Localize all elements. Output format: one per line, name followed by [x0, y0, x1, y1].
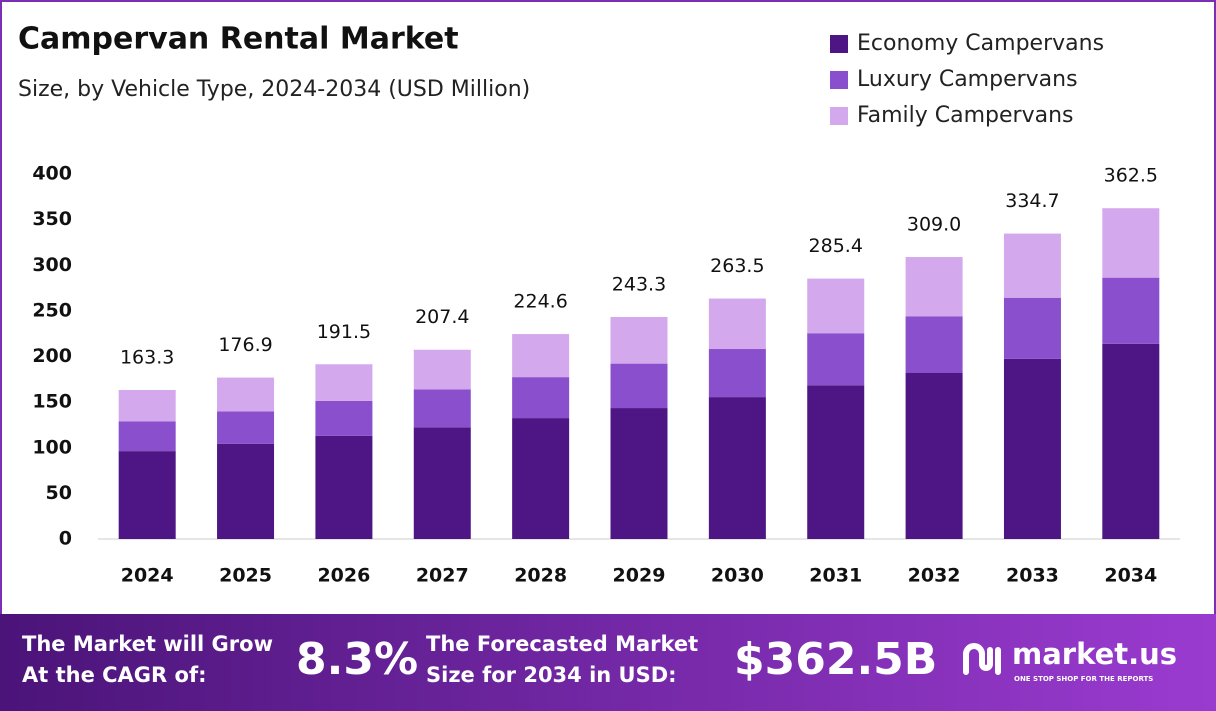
- x-tick-label: 2034: [1104, 565, 1157, 587]
- total-label: 224.6: [513, 291, 567, 313]
- total-label: 207.4: [415, 306, 469, 328]
- y-tick-label: 250: [32, 299, 72, 321]
- bar-segment: [413, 427, 471, 539]
- bar-segment: [905, 372, 963, 539]
- y-tick-label: 150: [32, 391, 72, 413]
- total-label: 285.4: [809, 235, 863, 257]
- bar-segment: [118, 451, 176, 539]
- bar-segment: [512, 334, 570, 378]
- y-tick-label: 400: [32, 163, 72, 185]
- bar-segment: [807, 333, 865, 386]
- cagr-text: At the CAGR of:: [22, 663, 207, 687]
- bar-segment: [413, 349, 471, 390]
- y-tick-label: 200: [32, 345, 72, 367]
- bar-segment: [512, 418, 570, 539]
- bar-segment: [807, 385, 865, 539]
- legend-label: Economy Campervans: [857, 31, 1104, 56]
- bar-segment: [118, 421, 176, 452]
- brand-logo: [963, 643, 1001, 675]
- x-tick-label: 2024: [121, 565, 174, 587]
- x-tick-label: 2030: [711, 565, 764, 587]
- total-label: 309.0: [907, 214, 961, 236]
- legend-label: Family Campervans: [857, 103, 1074, 128]
- bar-segment: [217, 411, 275, 444]
- bar-segment: [610, 408, 668, 539]
- bar-segment: [413, 389, 471, 428]
- bar-segment: [1003, 233, 1061, 298]
- brand-tagline: ONE STOP SHOP FOR THE REPORTS: [1014, 675, 1153, 683]
- y-tick-label: 100: [32, 436, 72, 458]
- bar-segment: [217, 377, 275, 412]
- bar-segment: [610, 316, 668, 364]
- total-label: 191.5: [317, 321, 371, 343]
- bar-segment: [315, 400, 373, 436]
- legend-swatch: [830, 71, 848, 89]
- total-label: 163.3: [120, 346, 174, 368]
- bar-segment: [217, 443, 275, 539]
- total-label: 263.5: [710, 255, 764, 277]
- bar-segment: [118, 389, 176, 422]
- bar-segment: [807, 278, 865, 334]
- bar-segment: [708, 349, 766, 398]
- total-label: 362.5: [1104, 165, 1158, 187]
- x-tick-label: 2029: [613, 565, 666, 587]
- x-tick-label: 2032: [908, 565, 961, 587]
- y-tick-label: 350: [32, 208, 72, 230]
- bar-segment: [905, 257, 963, 317]
- y-tick-label: 0: [59, 528, 72, 550]
- forecast-text: The Forecasted Market: [426, 632, 698, 656]
- bar-segment: [610, 363, 668, 409]
- bar-segment: [315, 435, 373, 539]
- legend-label: Luxury Campervans: [857, 67, 1078, 92]
- x-tick-label: 2031: [809, 565, 862, 587]
- bar-segment: [708, 298, 766, 350]
- total-label: 176.9: [218, 334, 272, 356]
- bar-segment: [708, 397, 766, 539]
- total-label: 243.3: [612, 273, 666, 295]
- x-tick-label: 2027: [416, 565, 469, 587]
- bar-segment: [512, 377, 570, 419]
- x-tick-label: 2033: [1006, 565, 1059, 587]
- brand-name: market.us: [1012, 637, 1177, 671]
- forecast-text: Size for 2034 in USD:: [426, 663, 677, 687]
- cagr-text: The Market will Grow: [22, 632, 273, 656]
- bar-segment: [1102, 343, 1160, 539]
- x-tick-label: 2025: [219, 565, 272, 587]
- bar-segment: [1102, 208, 1160, 278]
- x-tick-label: 2028: [514, 565, 567, 587]
- legend-swatch: [830, 35, 848, 53]
- bar-segment: [1003, 358, 1061, 539]
- forecast-value: $362.5B: [734, 634, 937, 685]
- cagr-value: 8.3%: [296, 634, 418, 685]
- bar-segment: [1102, 277, 1160, 344]
- bar-segment: [1003, 297, 1061, 359]
- bar-segment: [315, 364, 373, 401]
- legend-swatch: [830, 107, 848, 125]
- footer-banner: [0, 614, 1216, 711]
- chart-title: Campervan Rental Market: [18, 22, 459, 57]
- bar-segment: [905, 316, 963, 373]
- x-tick-label: 2026: [317, 565, 370, 587]
- total-label: 334.7: [1005, 190, 1059, 212]
- chart-subtitle: Size, by Vehicle Type, 2024-2034 (USD Mi…: [18, 77, 530, 102]
- y-tick-label: 300: [32, 254, 72, 276]
- y-tick-label: 50: [46, 482, 72, 504]
